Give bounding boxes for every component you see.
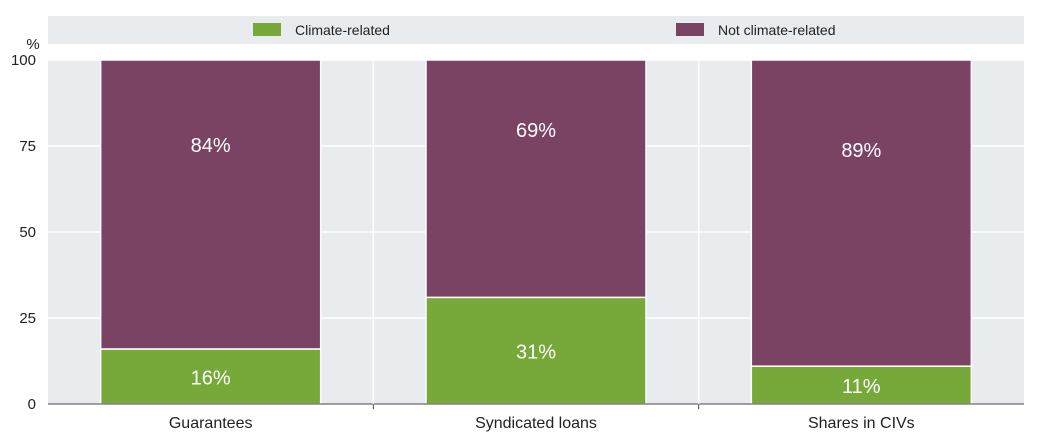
y-tick-label: 50 <box>19 224 36 241</box>
bar-data-label: 31% <box>516 342 556 364</box>
bar-segment <box>750 59 973 367</box>
y-tick-label: 25 <box>19 310 36 327</box>
y-tick-label: 100 <box>11 52 36 69</box>
x-axis-tick-labels: Guarantees Syndicated loans Shares in CIVs <box>169 415 915 432</box>
legend-label: Not climate-related <box>718 22 836 38</box>
bar-data-label: 69% <box>516 120 556 142</box>
legend-swatch <box>676 23 704 36</box>
y-axis: % 0 25 50 75 100 <box>11 36 40 413</box>
y-tick-label: 75 <box>19 138 36 155</box>
x-tick-label: Shares in CIVs <box>808 415 915 432</box>
bar-segment <box>425 59 647 299</box>
legend: Climate-related Not climate-related <box>253 22 836 38</box>
bar-data-label: 11% <box>842 376 881 398</box>
bar-segment <box>99 59 322 350</box>
x-tick-label: Syndicated loans <box>475 415 597 432</box>
legend-band <box>48 16 1024 44</box>
x-tick-label: Guarantees <box>169 415 253 432</box>
y-axis-unit-label: % <box>26 36 39 53</box>
bar-data-label: 16% <box>191 367 231 389</box>
bars: 16% 84% 31% 69% 11% 89% <box>99 59 973 405</box>
legend-label: Climate-related <box>295 22 390 38</box>
x-axis <box>48 60 1024 409</box>
bar-data-label: 89% <box>841 140 881 162</box>
bar-data-label: 84% <box>191 135 231 157</box>
y-tick-label: 0 <box>28 396 36 413</box>
legend-swatch <box>253 23 281 36</box>
